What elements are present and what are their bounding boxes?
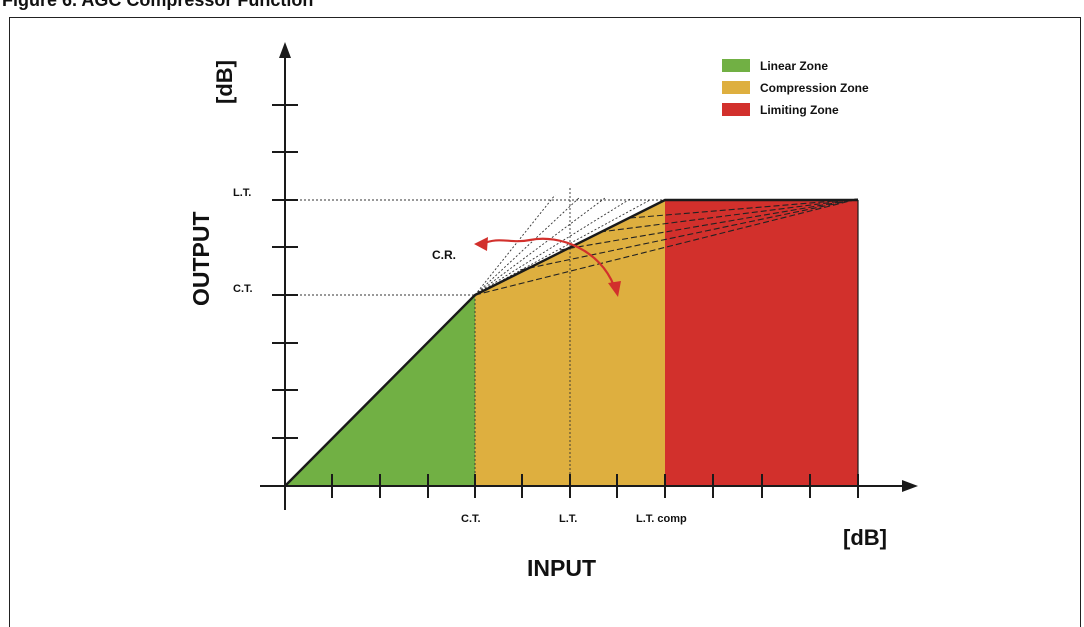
figure-caption: Figure 6. AGC Compressor Function [2, 0, 314, 10]
x-tick-label-lt-comp: L.T. comp [636, 513, 687, 525]
y-axis [279, 42, 291, 510]
guide-lines [300, 188, 665, 486]
legend-label-limiting: Limiting Zone [760, 103, 839, 117]
ratio-arrow [474, 237, 621, 297]
x-axis [260, 480, 918, 492]
legend-label-compression: Compression Zone [760, 81, 869, 95]
legend: Linear Zone Compression Zone Limiting Zo… [722, 59, 869, 117]
y-tick-label-lt: L.T. [233, 187, 251, 199]
figure-frame [9, 17, 1081, 627]
limiting-dashed-lines [474, 198, 859, 296]
x-tick-label-ct: C.T. [461, 513, 481, 525]
y-axis-ticks [272, 104, 298, 439]
legend-swatch-linear [722, 59, 750, 72]
y-tick-label-ct: C.T. [233, 283, 253, 295]
x-axis-title: INPUT [527, 555, 596, 581]
x-tick-label-lt: L.T. [559, 513, 577, 525]
y-axis-unit: [dB] [212, 60, 237, 104]
legend-label-linear: Linear Zone [760, 59, 828, 73]
x-axis-unit: [dB] [843, 525, 887, 550]
limiting-zone-area [665, 200, 858, 486]
legend-swatch-limiting [722, 103, 750, 116]
y-axis-title: OUTPUT [188, 211, 214, 306]
ratio-label: C.R. [432, 248, 456, 262]
x-axis-ticks [331, 474, 859, 498]
transfer-curve [284, 198, 858, 487]
legend-swatch-compression [722, 81, 750, 94]
